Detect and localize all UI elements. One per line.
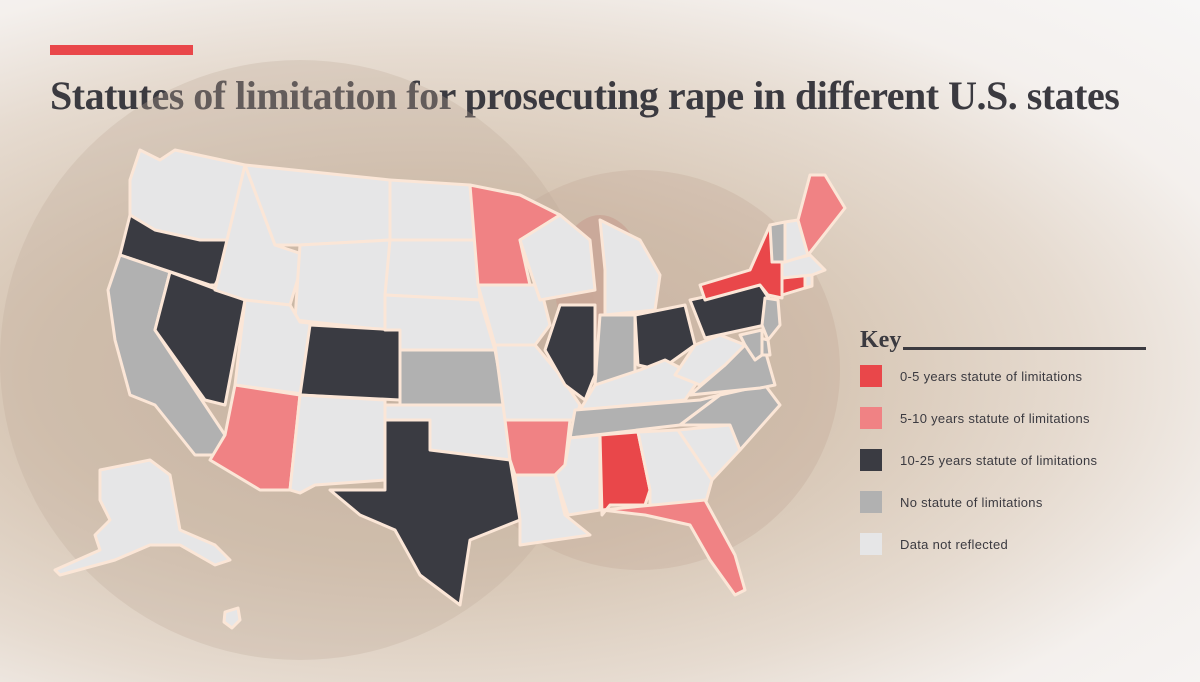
state-new-york[interactable] — [698, 223, 787, 302]
key-label-nodata: Data not reflected — [900, 536, 1009, 552]
key-item-short: 0-5 years statute of limitations — [860, 356, 1150, 396]
state-kansas[interactable] — [398, 348, 507, 407]
key-item-long: 10-25 years statute of limitations — [860, 440, 1150, 480]
state-nebraska[interactable] — [383, 293, 497, 352]
state-maine[interactable] — [796, 173, 847, 257]
state-colorado[interactable] — [298, 323, 402, 402]
state-maryland[interactable] — [738, 328, 764, 362]
key-header: Key — [860, 327, 1150, 354]
state-ohio[interactable] — [633, 303, 697, 372]
state-arkansas[interactable] — [503, 418, 572, 477]
state-new-mexico[interactable] — [288, 393, 387, 495]
key-title: Key — [860, 327, 902, 353]
key-swatch-nodata — [860, 533, 882, 555]
state-north-dakota[interactable] — [388, 178, 477, 242]
key-label-none: No statute of limitations — [900, 494, 1043, 510]
key-label-medium: 5-10 years statute of limitations — [900, 410, 1090, 426]
key-swatch-long — [860, 449, 882, 471]
accent-bar — [50, 45, 193, 55]
key-swatch-none — [860, 491, 882, 513]
state-hawaii[interactable] — [222, 606, 242, 630]
map-key: Key 0-5 years statute of limitations 5-1… — [860, 327, 1150, 564]
state-alaska[interactable] — [53, 458, 232, 577]
state-new-jersey[interactable] — [760, 296, 782, 342]
key-item-nodata: Data not reflected — [860, 524, 1150, 564]
state-texas[interactable] — [328, 418, 522, 607]
key-label-short: 0-5 years statute of limitations — [900, 368, 1083, 384]
key-divider — [903, 347, 1146, 350]
state-north-carolina[interactable] — [678, 383, 782, 452]
key-item-none: No statute of limitations — [860, 482, 1150, 522]
state-vermont[interactable] — [768, 220, 787, 264]
state-wisconsin[interactable] — [518, 213, 597, 302]
key-swatch-medium — [860, 407, 882, 429]
key-swatch-short — [860, 365, 882, 387]
key-label-long: 10-25 years statute of limitations — [900, 452, 1098, 468]
state-iowa[interactable] — [476, 283, 552, 347]
state-florida[interactable] — [600, 498, 747, 597]
key-item-medium: 5-10 years statute of limitations — [860, 398, 1150, 438]
page-title: Statutes of limitation for prosecuting r… — [50, 73, 1120, 118]
state-wyoming[interactable] — [293, 238, 392, 332]
state-south-dakota[interactable] — [383, 238, 482, 302]
